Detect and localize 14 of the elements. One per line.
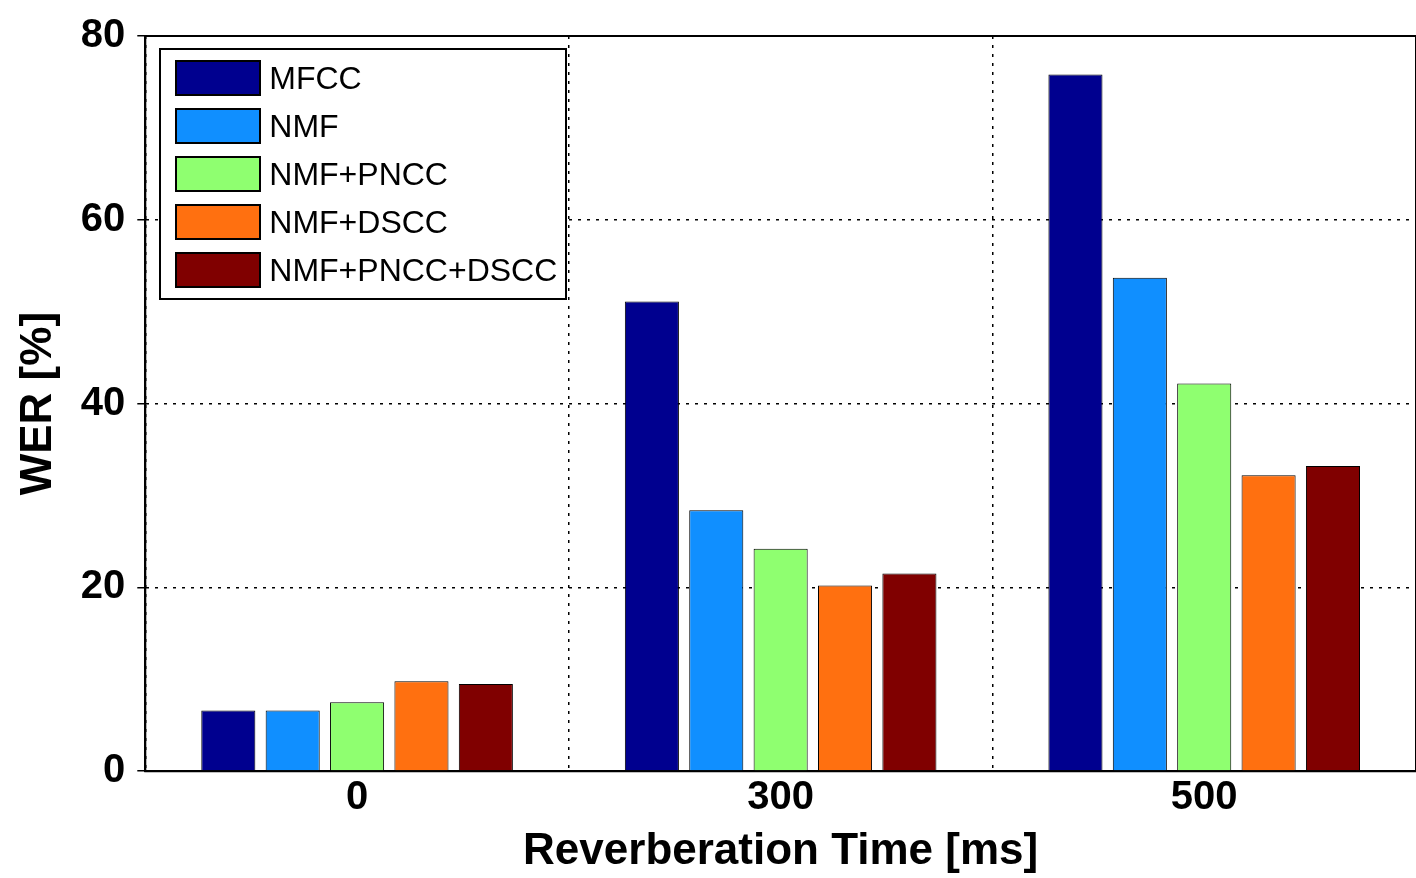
y-tick-label: 20 bbox=[80, 562, 126, 607]
y-axis-title: WER [%] bbox=[10, 311, 60, 496]
x-tick-label: 0 bbox=[345, 773, 369, 818]
x-tick-label: 300 bbox=[747, 773, 815, 818]
legend-label: NMF+PNCC+DSCC bbox=[269, 251, 558, 289]
y-tick-label: 80 bbox=[80, 11, 126, 56]
x-axis-title: Reverberation Time [ms] bbox=[523, 823, 1039, 873]
legend-label: NMF bbox=[269, 107, 339, 145]
y-tick-label: 40 bbox=[80, 378, 126, 423]
legend-label: MFCC bbox=[269, 59, 362, 97]
y-tick-label: 60 bbox=[80, 194, 126, 239]
legend-label: NMF+DSCC bbox=[269, 203, 448, 241]
legend-label: NMF+PNCC bbox=[269, 155, 448, 193]
x-tick-label: 500 bbox=[1170, 773, 1238, 818]
